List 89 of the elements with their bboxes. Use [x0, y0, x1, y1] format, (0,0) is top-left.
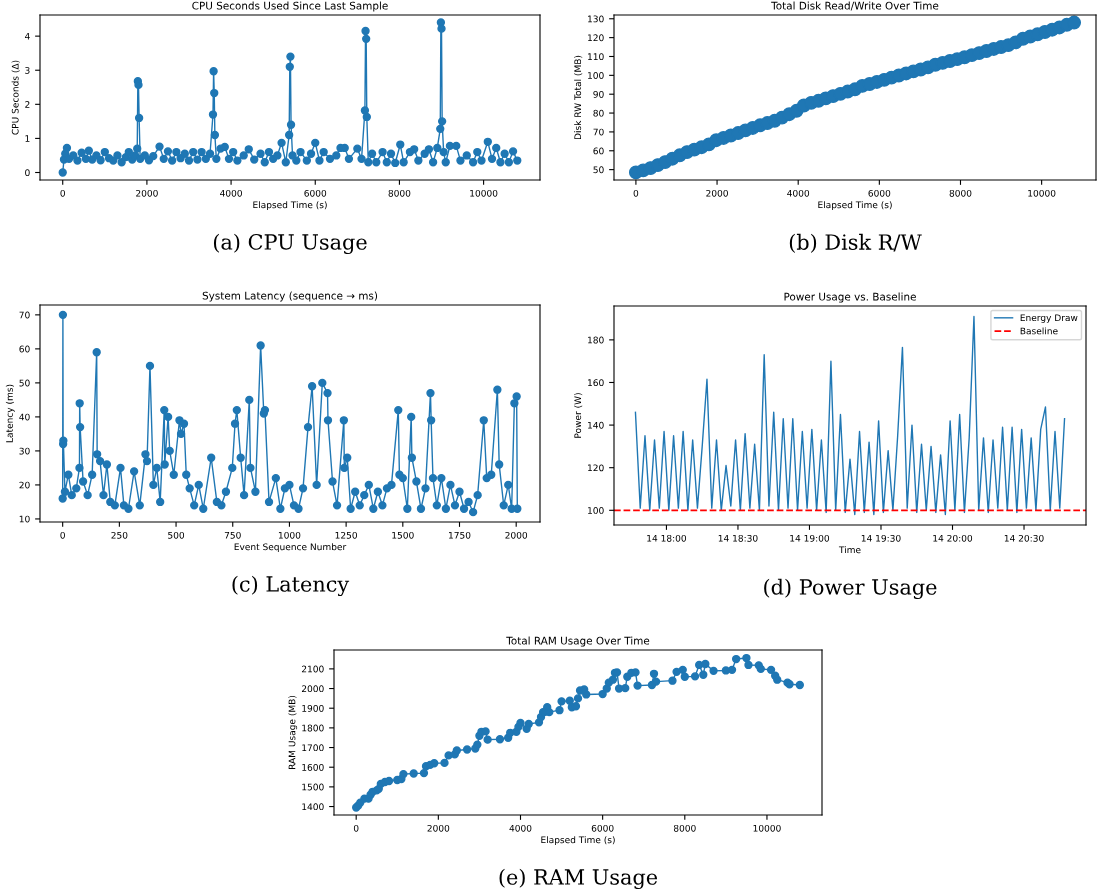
text: (a) CPU Usage — [213, 233, 367, 255]
y-tick-label: 2 — [25, 101, 30, 108]
y-axis-title: CPU Seconds (Δ) — [11, 60, 20, 135]
x-tick-label: 6000 — [304, 189, 327, 197]
y-tick-label: 50 — [19, 379, 30, 387]
x-axis-title: Event Sequence Number — [234, 543, 347, 552]
x-tick-label: 1750 — [449, 531, 471, 539]
chart-title: CPU Seconds Used Since Last Sample — [192, 1, 388, 12]
y-tick-label: 1500 — [302, 783, 324, 791]
x-tick-label: 14 20:30 — [1004, 534, 1044, 542]
x-tick-label: 0 — [60, 189, 65, 197]
x-axis-title: Time — [838, 546, 861, 554]
chart-title: Total Disk Read/Write Over Time — [771, 1, 939, 11]
y-tick-label: 110 — [588, 53, 604, 61]
y-tick-label: 3 — [25, 66, 30, 74]
y-tick-label: 130 — [588, 15, 604, 23]
x-axis-title: Elapsed Time (s) — [818, 201, 892, 210]
y-axis-title: Power (W) — [574, 393, 583, 438]
x-tick-label: 10000 — [753, 824, 781, 832]
x-tick-label: 500 — [168, 531, 185, 539]
y-tick-label: 1400 — [302, 803, 324, 811]
y-tick-label: 120 — [588, 34, 604, 42]
y-tick-label: 70 — [593, 128, 604, 136]
y-tick-label: 1700 — [302, 744, 324, 752]
chart-title: Total RAM Usage Over Time — [506, 636, 650, 647]
y-tick-label: 60 — [593, 147, 604, 155]
y-tick-label: 2100 — [301, 665, 324, 673]
y-tick-label: 140 — [588, 421, 604, 429]
x-tick-label: 250 — [111, 531, 128, 539]
text: (d) Power Usage — [764, 578, 937, 600]
y-tick-label: 1800 — [302, 724, 324, 732]
chart-title: System Latency (sequence → ms) — [202, 291, 378, 302]
y-tick-label: 2000 — [301, 685, 324, 693]
legend-label: Energy Draw — [1020, 314, 1078, 323]
x-tick-label: 10000 — [1028, 189, 1056, 197]
x-tick-label: 1250 — [335, 531, 358, 539]
y-tick-label: 60 — [19, 345, 30, 353]
x-tick-label: 0 — [633, 189, 639, 197]
y-tick-label: 160 — [588, 379, 604, 387]
y-tick-label: 120 — [588, 464, 604, 472]
y-axis-title: Latency (ms) — [5, 384, 15, 443]
x-tick-label: 0 — [60, 531, 65, 539]
y-tick-label: 90 — [593, 90, 604, 98]
chart-title: Power Usage vs. Baseline — [784, 292, 916, 303]
y-tick-label: 10 — [19, 515, 30, 523]
y-tick-label: 50 — [593, 166, 604, 174]
x-tick-label: 14 19:00 — [790, 534, 830, 542]
y-tick-label: 1 — [25, 135, 30, 142]
y-tick-label: 180 — [588, 336, 604, 344]
x-tick-label: 2000 — [505, 531, 528, 539]
x-tick-label: 1500 — [392, 531, 414, 539]
x-tick-label: 8000 — [673, 824, 696, 832]
x-axis-title: Elapsed Time (s) — [541, 836, 615, 845]
y-axis-title: RAM Usage (MB) — [288, 695, 298, 769]
y-axis-title: Disk RW Total (MB) — [574, 55, 583, 140]
y-tick-label: 0 — [25, 169, 30, 177]
text: (b) Disk R/W — [789, 233, 922, 253]
text: (c) Latency — [232, 575, 350, 597]
y-tick-label: 4 — [24, 32, 30, 40]
y-tick-label: 40 — [19, 413, 30, 421]
y-tick-label: 1600 — [302, 763, 324, 771]
x-tick-label: 0 — [353, 824, 359, 832]
x-tick-label: 8000 — [388, 189, 411, 197]
x-tick-label: 4000 — [787, 189, 810, 197]
x-axis-title: Elapsed Time (s) — [253, 201, 327, 210]
y-tick-label: 1900 — [302, 704, 324, 712]
x-tick-label: 14 19:30 — [861, 534, 901, 542]
x-tick-label: 1000 — [278, 531, 301, 539]
x-tick-label: 2000 — [136, 189, 158, 197]
x-tick-label: 4000 — [509, 824, 532, 832]
y-tick-label: 80 — [593, 109, 604, 117]
x-tick-label: 8000 — [949, 189, 972, 197]
y-tick-label: 100 — [588, 72, 604, 79]
x-tick-label: 14 18:30 — [718, 534, 758, 542]
x-tick-label: 2000 — [706, 189, 728, 197]
y-tick-label: 100 — [588, 507, 604, 514]
y-tick-label: 30 — [19, 447, 30, 455]
x-tick-label: 2000 — [427, 824, 450, 832]
legend-label: Baseline — [1020, 327, 1058, 335]
y-tick-label: 20 — [19, 481, 30, 489]
text: (e) RAM Usage — [499, 868, 658, 890]
x-tick-label: 14 18:00 — [647, 534, 687, 542]
x-tick-label: 6000 — [591, 824, 614, 832]
x-tick-label: 10000 — [470, 189, 498, 197]
x-tick-label: 4000 — [220, 189, 242, 197]
x-tick-label: 14 20:00 — [933, 534, 973, 542]
x-tick-label: 6000 — [868, 189, 891, 197]
y-tick-label: 70 — [19, 311, 30, 319]
x-tick-label: 750 — [224, 531, 241, 539]
